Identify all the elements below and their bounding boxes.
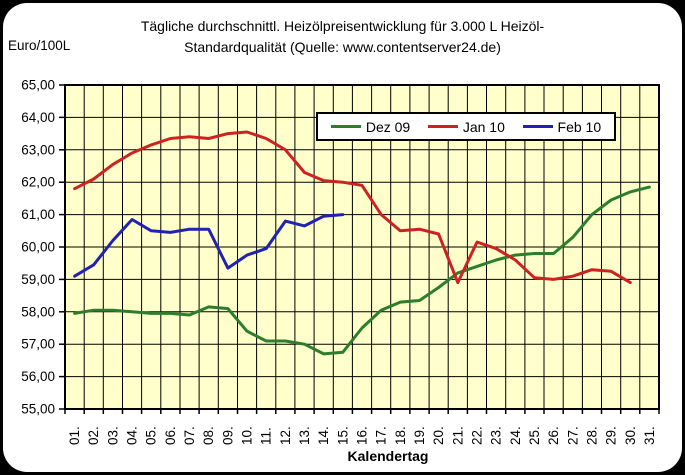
- series-line-feb-10: [73, 213, 345, 278]
- x-tick-label: 28.: [584, 426, 599, 445]
- legend-line-swatch-dez-09: [330, 125, 361, 128]
- x-tick-label: 05.: [144, 426, 159, 445]
- y-tick-label: 59,00: [21, 272, 55, 287]
- page-title-line2: Standardqualität (Quelle: www.contentser…: [184, 39, 501, 55]
- x-tick-label: 22.: [470, 426, 485, 445]
- y-tick-label: 61,00: [21, 207, 55, 222]
- x-tick-label: 15.: [335, 426, 350, 445]
- x-tick-label: 10.: [240, 426, 255, 445]
- x-tick-label: 02.: [86, 426, 101, 445]
- y-tick-label: 57,00: [21, 337, 55, 352]
- y-tick-label: 58,00: [21, 304, 55, 319]
- x-tick-label: 25.: [527, 426, 542, 445]
- x-tick-label: 23.: [489, 426, 504, 445]
- chart-legend: Dez 09 Jan 10 Feb 10: [316, 112, 616, 141]
- page-title: Tägliche durchschnittl. Heizölpreisentwi…: [3, 16, 682, 58]
- x-axis-title: Kalendertag: [347, 448, 429, 464]
- legend-label-feb-10: Feb 10: [557, 118, 602, 135]
- plot-frame: [64, 84, 660, 410]
- x-tick-label: 12.: [278, 426, 293, 445]
- chart-svg: 65,00 64,00 63,00 62,00 61,00 60,00 59,00 58,00…: [21, 78, 660, 445]
- y-tick-label: 62,00: [21, 175, 55, 190]
- legend-line-swatch-jan-10: [427, 125, 458, 128]
- x-tick-label: 03.: [105, 426, 120, 445]
- y-axis-unit-label: Euro/100L: [8, 38, 71, 53]
- x-tick-label: 24.: [508, 426, 523, 445]
- x-tick-label: 08.: [201, 426, 216, 445]
- series-line-dez-09: [73, 185, 651, 356]
- y-tick-label: 64,00: [21, 110, 55, 125]
- x-tick-label: 04.: [125, 426, 140, 445]
- x-tick-label: 07.: [182, 426, 197, 445]
- x-tick-label: 18.: [393, 426, 408, 445]
- x-tick-label: 13.: [297, 426, 312, 445]
- legend-label-dez-09: Dez 09: [365, 118, 411, 135]
- series-line-jan-10: [73, 130, 632, 285]
- x-tick-label: 16.: [355, 426, 370, 445]
- x-tick-label: 11.: [259, 427, 274, 445]
- x-tick-label: 19.: [412, 426, 427, 445]
- x-tick-label: 01.: [67, 426, 82, 445]
- legend-label-jan-10: Jan 10: [462, 118, 505, 135]
- legend-item-feb-10: Feb 10: [522, 118, 602, 135]
- x-tick-label: 17.: [374, 426, 389, 445]
- legend-item-jan-10: Jan 10: [427, 118, 505, 135]
- y-tick-label: 63,00: [21, 142, 55, 157]
- y-tick-label: 55,00: [21, 402, 55, 417]
- x-tick-label: 09.: [220, 426, 235, 445]
- x-tick-label: 26.: [546, 426, 561, 445]
- y-tick-label: 56,00: [21, 369, 55, 384]
- chart-stage: 65,00 64,00 63,00 62,00 61,00 60,00 59,00 58,00…: [3, 3, 682, 472]
- legend-item-dez-09: Dez 09: [330, 118, 411, 135]
- x-tick-label: 27.: [565, 426, 580, 445]
- x-tick-label: 20.: [431, 426, 446, 445]
- y-tick-label: 60,00: [21, 240, 55, 255]
- x-tick-label: 21.: [450, 426, 465, 445]
- x-tick-label: 14.: [316, 426, 331, 445]
- price-chart: 65,00 64,00 63,00 62,00 61,00 60,00 59,00 58,00…: [3, 3, 682, 472]
- legend-line-swatch-feb-10: [522, 125, 553, 128]
- page-title-line1: Tägliche durchschnittl. Heizölpreisentwi…: [140, 18, 545, 34]
- x-tick-label: 06.: [163, 426, 178, 445]
- x-tick-label: 31.: [642, 426, 657, 445]
- x-tick-label: 30.: [623, 426, 638, 445]
- y-tick-label: 65,00: [21, 78, 55, 93]
- chart-card: 65,00 64,00 63,00 62,00 61,00 60,00 59,00 58,00…: [3, 3, 682, 472]
- x-tick-label: 29.: [604, 426, 619, 445]
